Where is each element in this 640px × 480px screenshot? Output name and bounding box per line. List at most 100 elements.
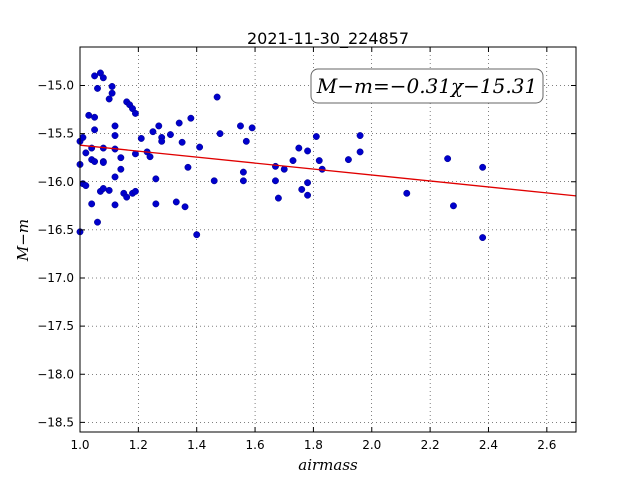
data-point [248,124,256,132]
x-axis-label: airmass [298,456,358,474]
data-point [117,165,125,173]
data-point [172,198,180,206]
data-point [94,84,101,92]
chart-title: 2021-11-30_224857 [247,29,409,49]
data-point [304,191,312,199]
data-point [111,201,119,209]
data-point [239,177,247,185]
data-point [272,162,279,170]
data-point [91,158,99,165]
data-point [444,155,452,163]
x-tick-labels: 1.0 1.2 1.4 1.6 1.8 2.0 2.2 2.4 2.6 [70,438,556,452]
data-point [289,157,297,165]
y-tick-labels: −15.0 −15.5 −16.0 −16.5 −17.0 −17.5 −18.0 −18.5 [37,79,74,430]
data-point [479,163,487,171]
data-point [242,137,250,145]
axis-ticks [79,47,576,432]
data-point [403,189,411,197]
plot-frame [79,46,577,433]
data-point [99,185,107,192]
x-tick-label: 1.8 [304,438,323,452]
data-point [158,137,166,145]
grid [79,47,576,432]
data-point [304,147,312,155]
y-tick-label: −17.0 [37,271,74,285]
data-point [111,122,119,130]
data-point [272,177,279,185]
fit-equation-label: M−m=−0.31χ−15.31 [316,74,537,98]
x-tick-label: 1.6 [246,438,265,452]
data-point [356,132,364,140]
fit-legend-box: M−m=−0.31χ−15.31 [310,68,544,104]
data-point [82,182,90,190]
data-point [79,134,87,141]
data-point [85,111,93,119]
data-point [196,143,204,151]
data-point [312,133,320,140]
data-point [304,179,312,187]
data-point [111,173,119,181]
data-point [117,154,125,162]
data-point [152,200,160,208]
data-point [450,202,457,210]
data-point [91,126,99,134]
data-point [166,131,174,139]
y-tick-label: −18.0 [37,367,74,381]
y-tick-label: −17.5 [37,319,74,333]
data-point [315,157,323,165]
data-point [280,165,288,173]
x-tick-label: 1.2 [129,438,148,452]
y-tick-label: −18.5 [37,415,74,429]
y-tick-label: −15.5 [37,127,74,141]
data-point [82,149,90,157]
data-point [187,114,195,122]
x-tick-label: 2.6 [537,438,556,452]
data-point [123,193,131,201]
data-point [274,194,282,202]
data-point [111,132,119,140]
data-point [210,177,218,185]
data-point [146,153,154,161]
data-point [99,159,107,166]
data-point [295,144,303,152]
data-point [181,203,189,211]
data-point [91,113,99,121]
fit-line [79,144,577,197]
data-point [108,83,116,90]
data-point [105,95,113,103]
data-point [88,200,96,208]
data-point [237,122,244,130]
data-point [193,231,201,239]
data-point [344,156,352,164]
data-point [108,89,116,97]
data-point [94,218,101,226]
data-point [99,74,107,82]
data-point [178,138,186,146]
data-point [131,109,139,117]
data-point [213,93,221,101]
x-tick-label: 1.0 [70,438,89,452]
data-point [155,122,163,130]
data-point [216,130,224,138]
data-point [131,187,139,195]
x-tick-label: 1.4 [187,438,206,452]
x-tick-label: 2.4 [479,438,498,452]
data-point [105,186,113,194]
data-point [149,128,157,136]
data-point [298,186,306,193]
data-point [175,119,183,127]
x-tick-label: 2.2 [421,438,440,452]
data-point [479,234,487,242]
y-axis-label: M−m [14,219,32,262]
data-point [184,163,192,171]
data-point [239,168,247,176]
y-tick-label: −15.0 [37,79,74,93]
data-point [91,72,99,80]
x-tick-label: 2.0 [362,438,381,452]
data-point [152,175,160,183]
y-tick-label: −16.5 [37,223,74,237]
data-point [137,134,145,142]
data-point [356,148,364,156]
y-tick-label: −16.0 [37,175,74,189]
